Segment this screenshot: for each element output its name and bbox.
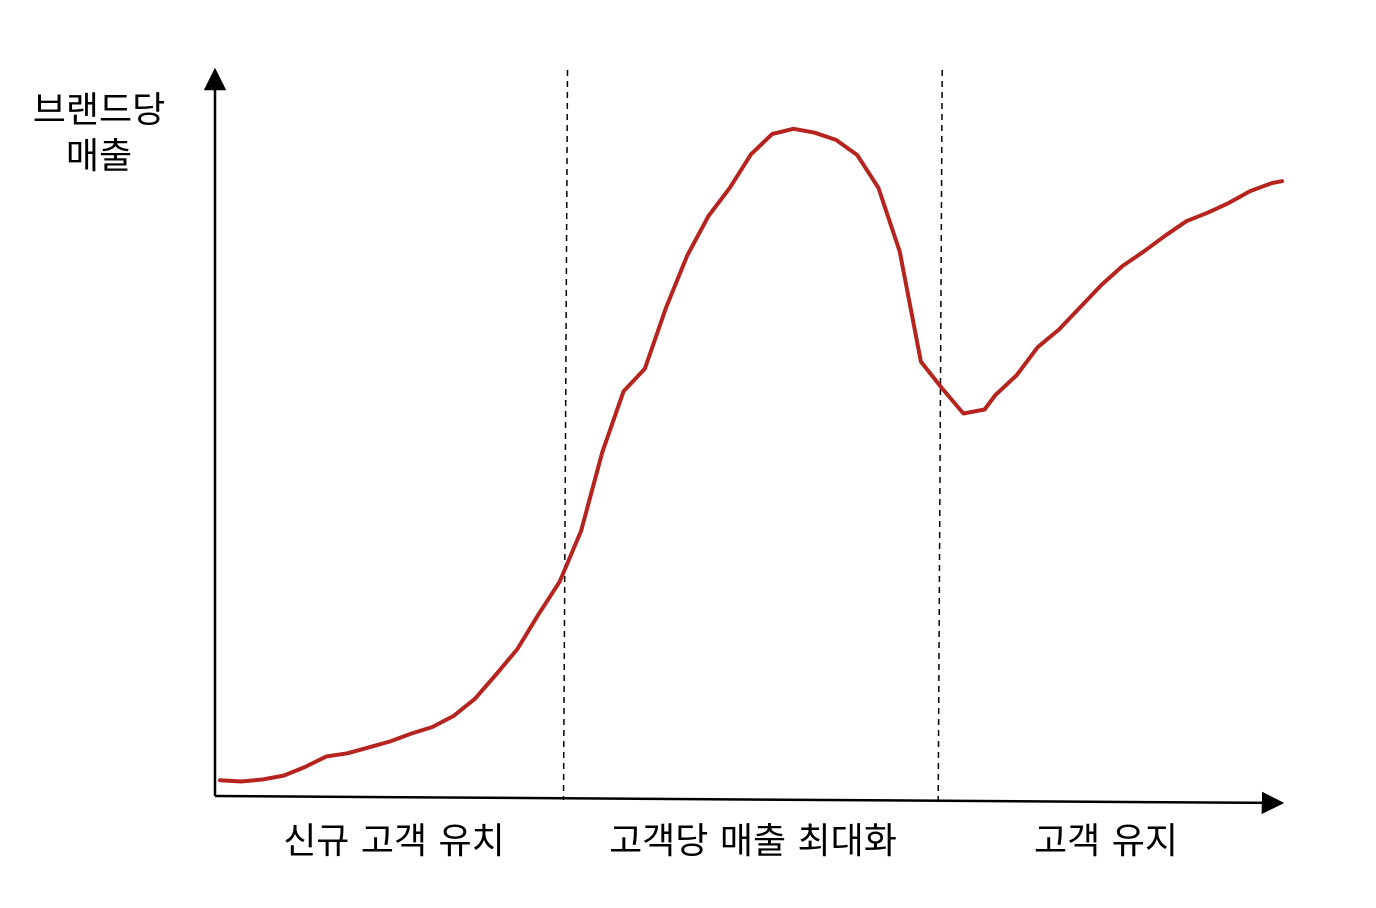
phase-label-customer-acquisition: 신규 고객 유치 [283, 821, 505, 862]
y-axis-label-line-1: 브랜드당 [32, 90, 166, 131]
x-axis [214, 791, 1285, 815]
phase-divider-2 [937, 69, 943, 801]
phase-label-revenue-maximization: 고객당 매출 최대화 [609, 821, 897, 862]
phase-divider-1 [562, 69, 569, 801]
revenue-line [218, 126, 1284, 784]
y-axis-label: 브랜드당 매출 [14, 88, 184, 180]
phase-label-customer-retention: 고객 유지 [1034, 821, 1178, 862]
y-axis-label-line-2: 매출 [65, 136, 133, 177]
